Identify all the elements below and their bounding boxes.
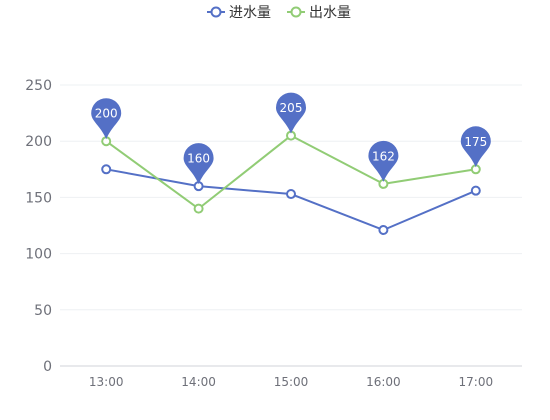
legend-symbol bbox=[210, 6, 222, 18]
pin-label: 160 bbox=[187, 152, 210, 166]
data-point bbox=[378, 224, 389, 235]
marker-pin: 160 bbox=[183, 143, 214, 185]
legend-label: 出水量 bbox=[309, 5, 351, 21]
marker-pin: 205 bbox=[276, 92, 306, 134]
pin-shape bbox=[460, 126, 491, 168]
pin-shape bbox=[368, 140, 399, 182]
marker-pin: 175 bbox=[460, 126, 491, 168]
pin-label: 162 bbox=[372, 149, 395, 163]
pin-shape bbox=[91, 98, 122, 140]
legend-item-1: 出水量 bbox=[287, 5, 351, 21]
marker-pin: 162 bbox=[368, 140, 399, 182]
legend-label: 进水量 bbox=[229, 5, 271, 21]
x-tick-label: 16:00 bbox=[366, 375, 401, 389]
pin-shape bbox=[276, 92, 306, 134]
y-axis: 0 50 100 150 200 250 bbox=[25, 78, 52, 375]
pin-label: 200 bbox=[95, 107, 118, 121]
pin-shape bbox=[183, 143, 214, 185]
y-tick-label: 250 bbox=[25, 78, 52, 94]
x-axis: 13:00 14:00 15:00 16:00 17:00 bbox=[89, 375, 493, 389]
data-point bbox=[470, 185, 481, 196]
legend-symbol bbox=[290, 6, 302, 18]
legend-item-0: 进水量 bbox=[207, 5, 271, 21]
pin-label: 205 bbox=[280, 101, 303, 115]
legend: 进水量 出水量 bbox=[207, 5, 351, 21]
data-point bbox=[286, 189, 296, 200]
pin-label: 175 bbox=[464, 135, 487, 149]
marker-pins: 200 160 205 162 175 bbox=[91, 92, 491, 185]
y-tick-label: 100 bbox=[25, 247, 52, 263]
x-tick-label: 14:00 bbox=[181, 375, 216, 389]
series-layer bbox=[101, 130, 481, 235]
x-tick-label: 13:00 bbox=[89, 375, 124, 389]
y-tick-label: 50 bbox=[34, 303, 52, 319]
y-tick-label: 0 bbox=[43, 359, 52, 375]
x-tick-label: 17:00 bbox=[459, 375, 494, 389]
x-tick-label: 15:00 bbox=[274, 375, 309, 389]
data-point bbox=[101, 164, 112, 175]
data-point bbox=[193, 203, 204, 214]
y-tick-label: 200 bbox=[25, 134, 52, 150]
marker-pin: 200 bbox=[91, 98, 122, 140]
y-tick-label: 150 bbox=[25, 190, 52, 206]
